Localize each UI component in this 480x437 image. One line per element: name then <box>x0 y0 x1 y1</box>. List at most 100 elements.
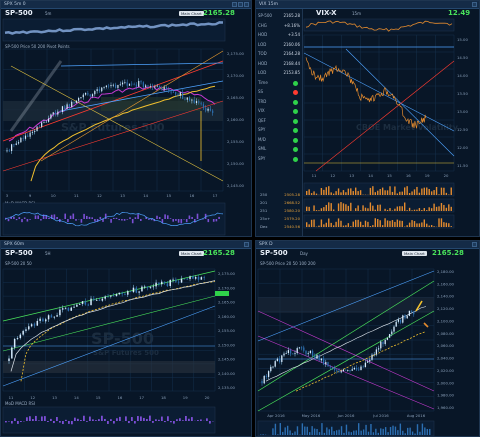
volume-bar <box>413 209 416 211</box>
symbol-label[interactable]: SP-500 <box>260 249 288 257</box>
interval-label[interactable]: 5H <box>45 251 51 256</box>
candle-body <box>36 320 39 326</box>
macd-bar <box>92 419 94 421</box>
pane-spx-60m: SPX 60m SP-500 5H Main Chart 2165.28 SP-… <box>0 240 252 437</box>
macd-bar <box>7 219 10 222</box>
candle-body <box>175 279 177 282</box>
spx-daily-chart[interactable]: 2,180.00 2,160.00 2,140.00 2,120.00 2,100.00… <box>256 241 480 437</box>
date-tick: 15 <box>387 173 392 178</box>
price-tick: 2,135.00 <box>218 385 235 390</box>
macd-bar <box>14 418 16 421</box>
macd-bar <box>72 213 75 219</box>
volume-bar <box>445 192 448 195</box>
close-button[interactable] <box>472 2 477 7</box>
volume-bar <box>391 191 394 195</box>
trendline-blue <box>303 52 455 132</box>
close-button[interactable] <box>244 242 249 247</box>
date-tick: Aug 2016 <box>407 413 426 418</box>
candle-body <box>281 355 283 362</box>
symbol-label[interactable]: VIX-X <box>316 9 337 17</box>
candle-body <box>172 91 174 93</box>
quote-row: TOD 2164.28 <box>258 51 300 59</box>
candle-body <box>404 315 406 319</box>
macd-bar <box>53 214 56 219</box>
main-chart-badge[interactable]: Main Chart <box>402 251 427 256</box>
macd-bar <box>91 217 93 219</box>
spx-5m-chart[interactable]: 2,175.00 2,170.00 2,165.00 2,160.00 2,155.00… <box>1 1 252 237</box>
volume-bar <box>342 190 345 195</box>
quote-label: 201 <box>260 200 268 205</box>
volume-bar <box>406 225 408 227</box>
candle-body <box>121 292 123 295</box>
close-button[interactable] <box>244 2 249 7</box>
volume-bar <box>421 209 423 211</box>
highlight-band <box>9 60 63 132</box>
macd-bar <box>42 214 45 219</box>
volume-bar <box>357 219 359 227</box>
channel-green-mid <box>2 295 216 352</box>
volume-bar <box>343 432 345 435</box>
symbol-label[interactable]: SP-500 <box>5 249 33 257</box>
volume-bar <box>423 187 425 195</box>
candle-body <box>200 277 203 280</box>
macd-subpanel <box>2 406 216 434</box>
maximize-button[interactable] <box>238 2 243 7</box>
volume-bar <box>413 189 416 195</box>
date-tick: 15 <box>166 193 171 198</box>
candle-body <box>50 315 53 318</box>
main-chart-badge[interactable]: Main Chart <box>179 11 204 16</box>
interval-label[interactable]: 15m <box>352 11 361 16</box>
volume-bar <box>304 426 306 435</box>
volume-bar <box>435 206 438 211</box>
volume-bar <box>279 423 281 435</box>
volume-bar <box>448 223 450 227</box>
vix-15m-chart[interactable]: 250 2505.28 201 2668.52 251 2580.20 25v+ 2579.2… <box>256 1 480 237</box>
symbol-label[interactable]: SP-500 <box>5 9 33 17</box>
candle-body <box>78 303 81 305</box>
volume-bar <box>450 206 452 211</box>
macd-bar <box>121 219 123 221</box>
macd-bar <box>75 219 77 221</box>
spx-60m-chart[interactable]: 2,175.00 2,170.00 2,165.00 2,160.00 2,155.00… <box>1 241 252 437</box>
price-tick: 2,175.00 <box>218 271 235 276</box>
volume-bar <box>443 187 445 195</box>
main-chart-badge[interactable]: Main Chart <box>179 251 204 256</box>
minimize-button[interactable] <box>232 2 237 7</box>
macd-bar <box>104 418 106 421</box>
interval-label[interactable]: Day <box>300 251 308 256</box>
macd-bar <box>35 415 37 421</box>
volume-bar <box>418 223 421 227</box>
candle-body <box>25 329 27 331</box>
candle-body <box>30 324 33 327</box>
titlebar[interactable]: VIX 15m <box>256 1 479 9</box>
volume-bar <box>345 192 347 195</box>
volume-bar <box>428 189 430 195</box>
candle-body <box>41 122 43 127</box>
interval-label[interactable]: 5m <box>45 11 52 16</box>
quote-label: HOD <box>258 32 268 37</box>
candle-body <box>347 369 349 371</box>
quote-row: QEF <box>258 118 300 126</box>
titlebar[interactable]: SPX 60m <box>1 241 251 249</box>
volume-bar <box>320 188 323 195</box>
price-tick: 2,150.00 <box>218 342 235 347</box>
volume-bar <box>306 222 308 227</box>
macd-bar <box>129 217 131 219</box>
volume-bar <box>394 208 396 211</box>
macd-bar <box>140 219 142 221</box>
titlebar[interactable]: SPX 5m 0 <box>1 1 251 9</box>
volume-bar <box>394 221 396 227</box>
macd-bar <box>102 219 104 222</box>
price-tick: 13.50 <box>457 91 468 96</box>
close-button[interactable] <box>472 242 477 247</box>
volume-bar <box>386 220 389 227</box>
candle-body <box>22 137 24 139</box>
macd-bar <box>113 217 115 219</box>
macd-bar <box>110 219 112 223</box>
candle-body <box>121 82 124 85</box>
titlebar[interactable]: SPX D <box>256 241 479 249</box>
volume-bar <box>340 426 343 435</box>
candle-body <box>68 104 70 108</box>
candle-body <box>82 94 84 98</box>
date-tick: 9 <box>29 193 32 198</box>
